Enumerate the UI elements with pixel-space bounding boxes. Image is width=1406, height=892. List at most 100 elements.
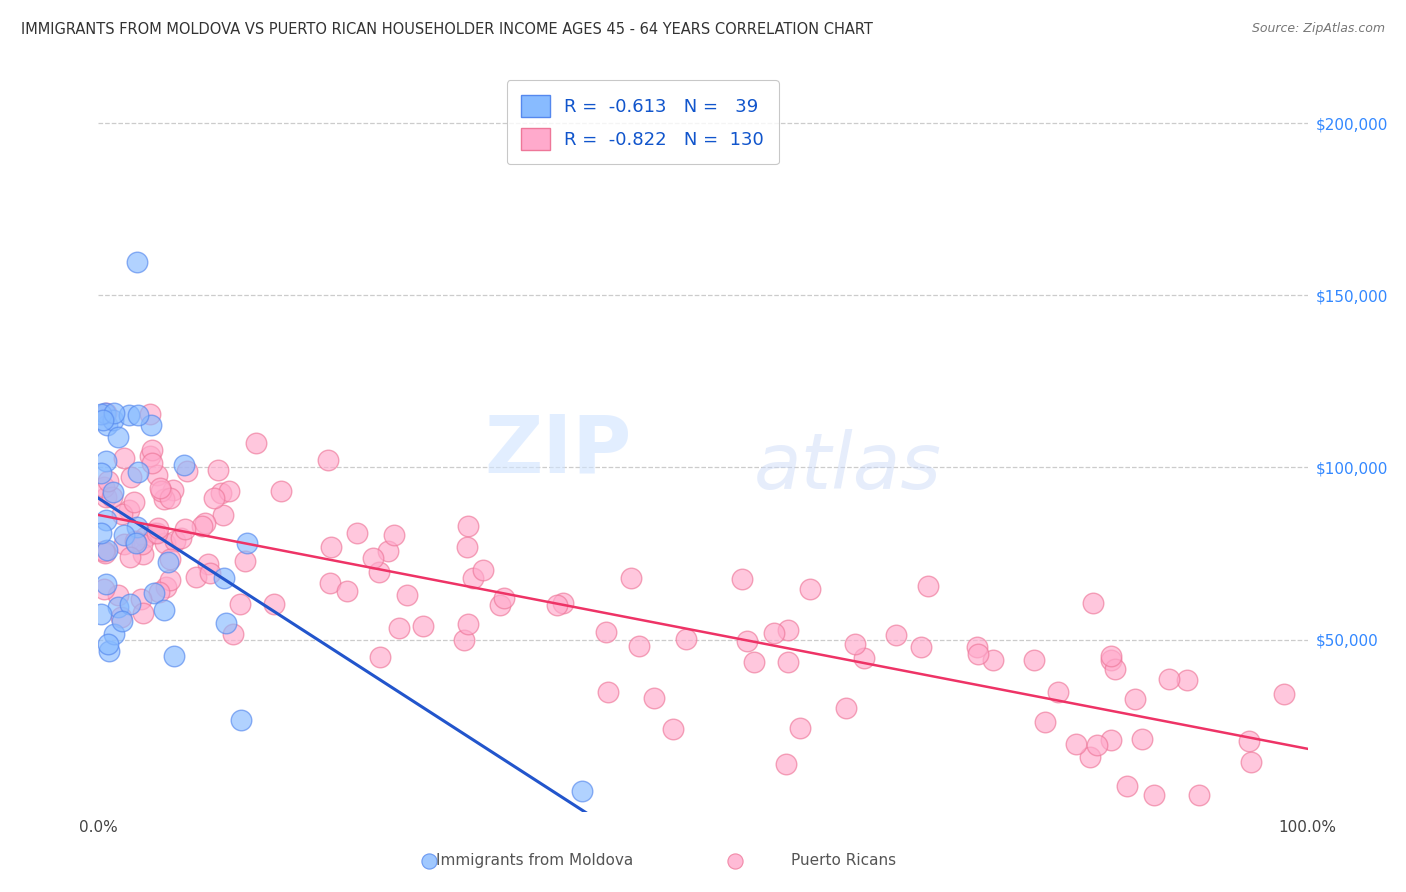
Point [571, 784, 593, 798]
Point [94, 490, 117, 504]
Point [122, 495, 145, 509]
Text: atlas: atlas [754, 429, 942, 506]
Point [1159, 672, 1181, 686]
Point [198, 566, 221, 581]
Point [910, 640, 932, 654]
Point [134, 529, 156, 543]
Point [103, 406, 125, 420]
Point [197, 557, 219, 571]
Point [143, 525, 166, 540]
Point [207, 462, 229, 476]
Point [1187, 788, 1209, 802]
Point [263, 597, 285, 611]
Point [595, 624, 617, 639]
Point [382, 528, 405, 542]
Point [124, 534, 146, 549]
Point [159, 551, 181, 566]
Point [1272, 687, 1295, 701]
Point [221, 627, 243, 641]
Point [627, 639, 650, 653]
Point [127, 408, 149, 422]
Point [125, 536, 148, 550]
Point [96, 543, 118, 558]
Point [1022, 653, 1045, 667]
Point [163, 649, 186, 664]
Point [917, 579, 939, 593]
Point [661, 722, 683, 736]
Point [145, 467, 167, 482]
Point [94, 406, 117, 420]
Point [245, 435, 267, 450]
Legend: R =  -0.613   N =   39, R =  -0.822   N =  130: R = -0.613 N = 39, R = -0.822 N = 130 [506, 80, 779, 164]
Point [139, 407, 162, 421]
Point [233, 554, 256, 568]
Point [1143, 788, 1166, 802]
Point [1081, 596, 1104, 610]
Point [141, 456, 163, 470]
Point [1175, 673, 1198, 688]
Point [762, 626, 785, 640]
Point [139, 418, 162, 433]
Point [675, 632, 697, 647]
Point [270, 484, 292, 499]
Point [1099, 653, 1122, 667]
Point [1123, 691, 1146, 706]
Point [418, 854, 440, 868]
Point [152, 603, 174, 617]
Point [103, 626, 125, 640]
Point [155, 536, 177, 550]
Point [173, 458, 195, 472]
Point [643, 691, 665, 706]
Point [834, 701, 856, 715]
Point [132, 547, 155, 561]
Point [546, 598, 568, 612]
Point [229, 597, 252, 611]
Point [101, 484, 124, 499]
Point [553, 595, 575, 609]
Point [162, 483, 184, 497]
Text: IMMIGRANTS FROM MOLDOVA VS PUERTO RICAN HOUSEHOLDER INCOME AGES 45 - 64 YEARS CO: IMMIGRANTS FROM MOLDOVA VS PUERTO RICAN … [21, 22, 873, 37]
Point [107, 430, 129, 444]
Point [165, 534, 187, 549]
Point [229, 714, 252, 728]
Point [155, 580, 177, 594]
Point [159, 573, 181, 587]
Point [778, 624, 800, 638]
Point [90, 408, 112, 422]
Point [118, 597, 141, 611]
Point [111, 614, 134, 628]
Point [211, 508, 233, 523]
Point [1115, 779, 1137, 793]
Point [90, 466, 112, 480]
Point [143, 586, 166, 600]
Point [775, 756, 797, 771]
Point [148, 584, 170, 599]
Point [174, 522, 197, 536]
Point [157, 556, 180, 570]
Point [1033, 715, 1056, 730]
Point [150, 484, 173, 499]
Point [112, 537, 135, 551]
Point [141, 443, 163, 458]
Point [184, 570, 207, 584]
Point [1099, 732, 1122, 747]
Point [981, 653, 1004, 667]
Point [96, 577, 118, 591]
Point [93, 480, 115, 494]
Point [97, 644, 120, 658]
Point [146, 521, 169, 535]
Point [235, 536, 257, 550]
Point [319, 541, 342, 555]
Point [1099, 648, 1122, 663]
Point [453, 632, 475, 647]
Point [396, 588, 419, 602]
Point [1237, 734, 1260, 748]
Point [194, 516, 217, 530]
Point [214, 571, 236, 585]
Point [127, 466, 149, 480]
Point [471, 563, 494, 577]
Point [120, 470, 142, 484]
Point [107, 588, 129, 602]
Point [461, 571, 484, 585]
Point [129, 591, 152, 606]
